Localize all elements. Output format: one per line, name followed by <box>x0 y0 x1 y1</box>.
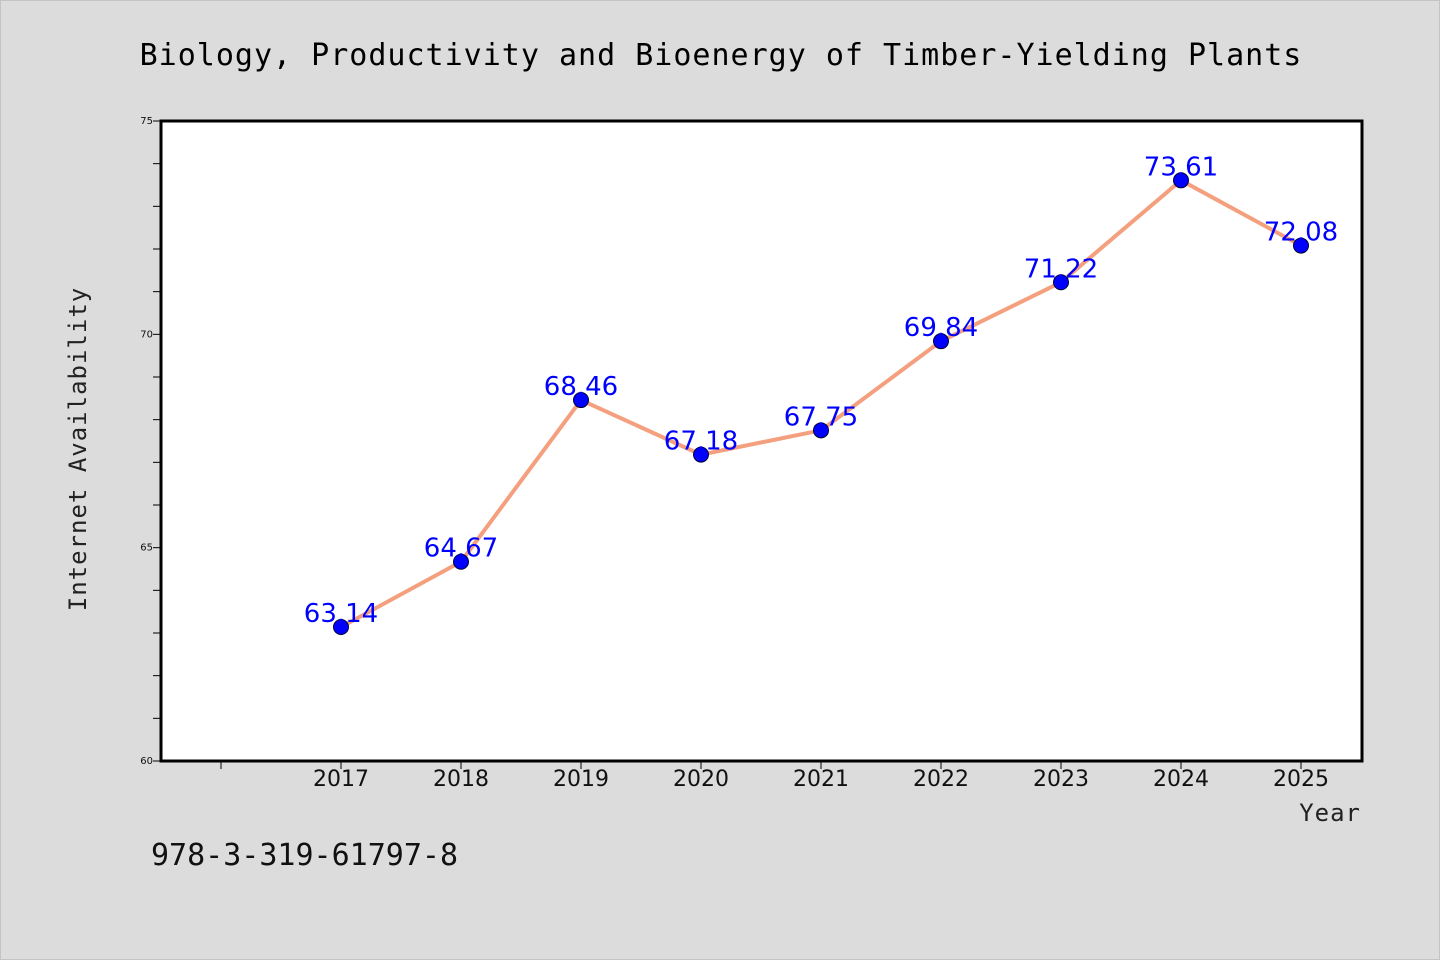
y-axis-label: Internet Availability <box>64 287 92 611</box>
x-tick-label: 2023 <box>1033 767 1089 792</box>
data-label: 67.18 <box>664 427 738 457</box>
x-axis-label: Year <box>1299 799 1361 827</box>
x-tick-label: 2018 <box>433 767 489 792</box>
data-point <box>813 422 829 439</box>
y-axis-ticks: 60 65 70 75 <box>140 116 161 767</box>
data-point <box>573 392 589 409</box>
data-point <box>1293 237 1309 254</box>
x-tick-label: 2024 <box>1153 767 1209 792</box>
data-label: 68.46 <box>544 372 618 402</box>
data-label: 72.08 <box>1264 218 1338 248</box>
x-tick-label: 2022 <box>913 767 969 792</box>
data-point <box>693 446 709 463</box>
y-tick-label: 70 <box>140 329 153 340</box>
chart-title: Biology, Productivity and Bioenergy of T… <box>140 38 1303 73</box>
data-point <box>1053 274 1069 291</box>
data-label: 64.67 <box>424 534 498 564</box>
x-tick-label: 2017 <box>313 767 369 792</box>
y-tick-label: 65 <box>140 543 153 554</box>
data-label: 71.22 <box>1024 254 1098 284</box>
data-point <box>1173 172 1189 189</box>
isbn-text: 978-3-319-61797-8 <box>151 838 458 873</box>
data-point <box>933 333 949 350</box>
data-label: 73.61 <box>1144 152 1218 182</box>
data-label: 69.84 <box>904 313 978 343</box>
y-tick-label: 75 <box>140 116 153 127</box>
x-tick-label: 2021 <box>793 767 849 792</box>
series-layer: 63.14 64.67 68.46 67.18 67.75 69.84 71.22 73.61… <box>304 152 1338 636</box>
x-axis-ticks: 2017 2018 2019 2020 2021 2022 2023 2024 2025 <box>220 761 1329 792</box>
x-tick-label: 2020 <box>673 767 729 792</box>
data-point <box>453 553 469 570</box>
x-tick-label: 2025 <box>1273 767 1329 792</box>
x-tick-label: 2019 <box>553 767 609 792</box>
data-label: 63.14 <box>304 599 378 629</box>
data-point <box>333 619 349 636</box>
data-label: 67.75 <box>784 402 858 432</box>
y-tick-label: 60 <box>140 756 153 767</box>
